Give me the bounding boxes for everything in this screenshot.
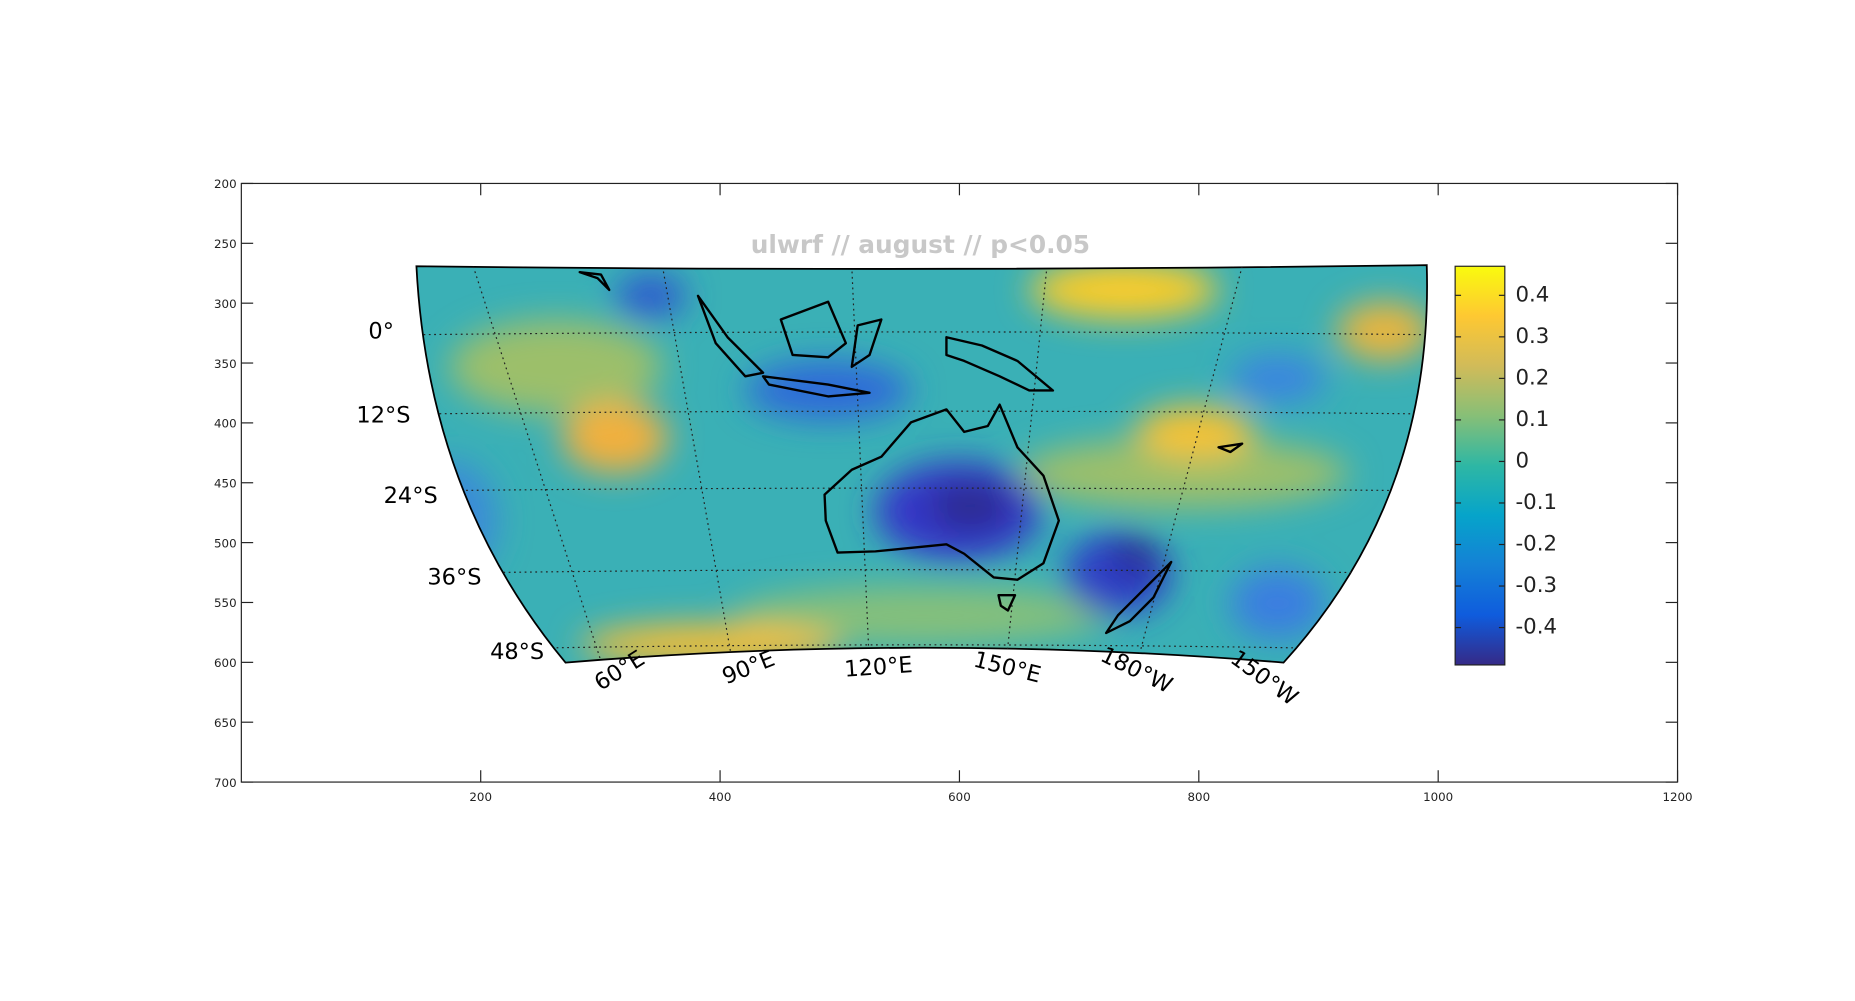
x-tick-label: 200 [469, 790, 492, 804]
colorbar [1454, 265, 1506, 666]
y-tick-label: 250 [214, 237, 237, 251]
y-tick-label: 600 [214, 656, 237, 670]
y-tick-label: 350 [214, 357, 237, 371]
colorbar-tick-label: -0.2 [1515, 532, 1557, 557]
x-tick-label: 800 [1188, 790, 1211, 804]
x-tick-label: 600 [948, 790, 971, 804]
colorbar-tick-label: 0.4 [1515, 282, 1549, 307]
x-tick-label: 1000 [1423, 790, 1453, 804]
y-tick-label: 200 [214, 177, 237, 191]
chart-title: ulwrf // august // p<0.05 [751, 230, 1090, 259]
lat-label: 36°S [427, 564, 481, 590]
field [416, 265, 1428, 663]
y-tick-label: 500 [214, 536, 237, 550]
x-tick-label: 1200 [1662, 790, 1692, 804]
lat-label: 0° [368, 318, 394, 344]
lat-label: 48°S [490, 639, 544, 665]
colorbar-tick-label: 0.2 [1515, 365, 1549, 390]
lon-label: 120°E [844, 652, 914, 683]
y-tick-label: 400 [214, 417, 237, 431]
colorbar-tick-label: 0 [1515, 448, 1529, 473]
map-boundary [415, 264, 1428, 664]
colorbar-tick-label: -0.4 [1515, 615, 1557, 640]
y-tick-label: 650 [214, 716, 237, 730]
colorbar-tick-label: 0.1 [1515, 407, 1549, 432]
coastlines [578, 270, 1244, 635]
y-tick-label: 450 [214, 476, 237, 490]
lat-label: 24°S [384, 483, 438, 509]
y-tick-label: 700 [214, 776, 237, 790]
y-tick-label: 300 [214, 297, 237, 311]
colorbar-tick-label: -0.1 [1515, 490, 1557, 515]
colorbar-tick-label: -0.3 [1515, 573, 1557, 598]
colorbar-tick-label: 0.3 [1515, 324, 1549, 349]
y-tick-label: 550 [214, 596, 237, 610]
lat-label: 12°S [356, 402, 410, 428]
x-tick-label: 400 [709, 790, 732, 804]
